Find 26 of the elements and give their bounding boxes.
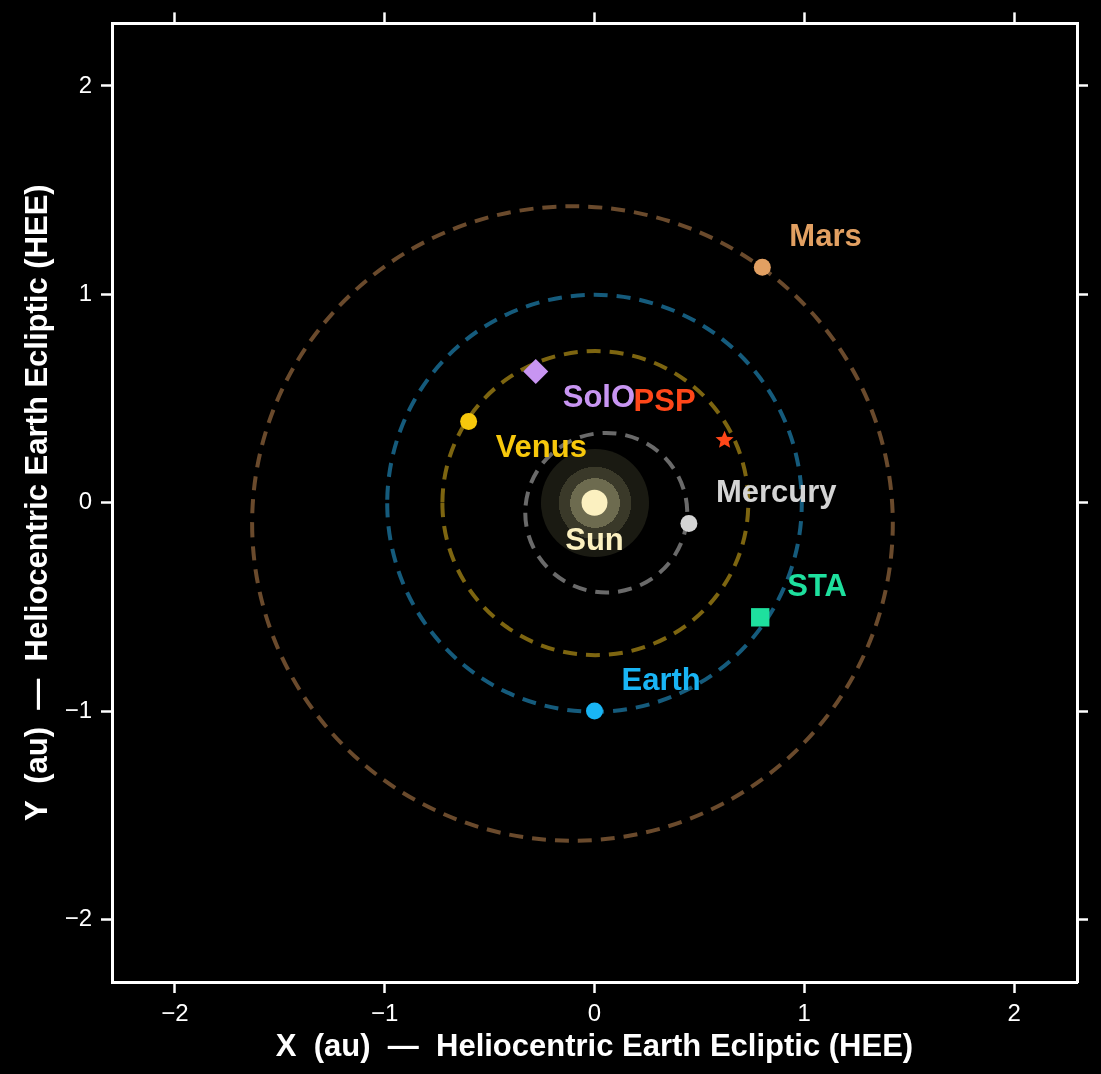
point [586,702,603,720]
point [460,412,478,430]
y-tick-label: 2 [78,70,92,98]
x-axis-title: X (au) — Heliocentric Earth Ecliptic (HEE) [275,1027,914,1063]
x-tick-label: 2 [1007,999,1021,1027]
x-tick-label: −1 [371,999,399,1027]
series-label: Mars [789,217,862,253]
point [753,258,771,276]
point [680,515,698,533]
y-tick-label: 0 [78,487,92,515]
y-axis-title: Y (au) — Heliocentric Earth Ecliptic (HEE) [19,184,55,822]
x-tick-label: −2 [161,999,189,1027]
point [751,608,770,627]
point [715,430,734,448]
series-label: SolO [562,378,636,414]
series-label: STA [787,567,847,603]
y-tick-label: −1 [64,695,92,723]
y-tick-label: −2 [64,904,92,932]
series-label: Earth [621,661,701,697]
series-label: PSP [633,382,696,418]
x-tick-label: 1 [797,999,811,1027]
point [523,358,549,384]
series-label: Sun [565,522,624,558]
y-tick-label: 1 [78,278,92,306]
series-label: Venus [495,428,587,464]
x-tick-label: 0 [587,999,602,1027]
